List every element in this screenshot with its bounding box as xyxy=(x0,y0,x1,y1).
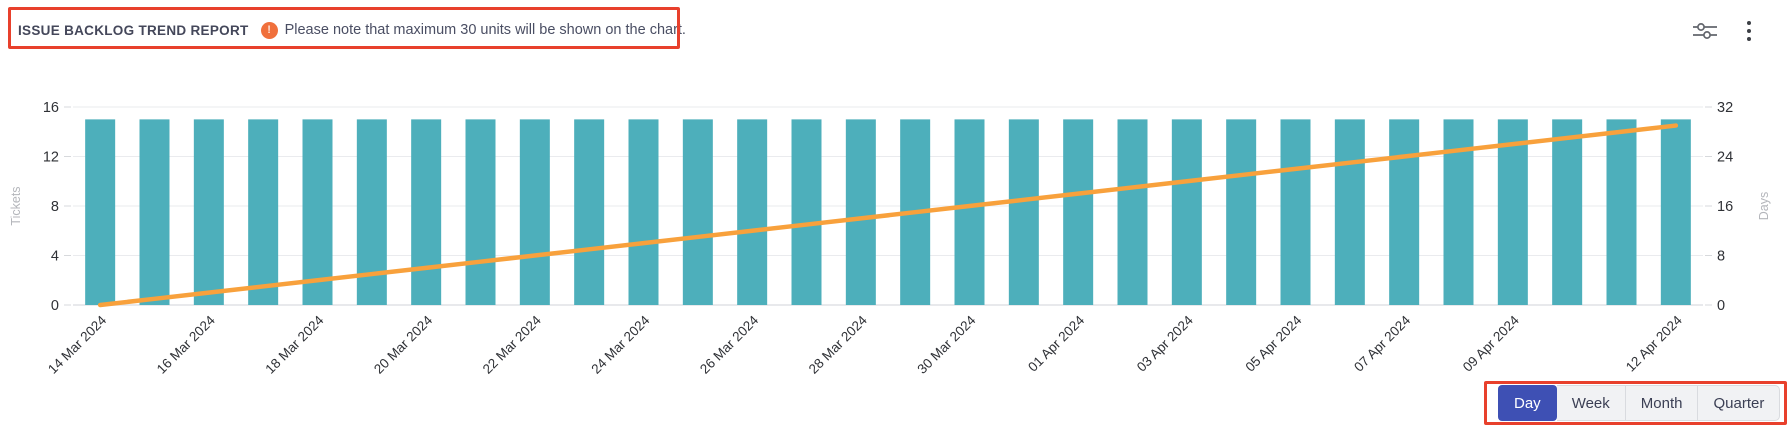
bar-28-mar-2024[interactable] xyxy=(845,119,876,305)
report-header: ISSUE BACKLOG TREND REPORT ! Please note… xyxy=(18,18,686,42)
report-title: ISSUE BACKLOG TREND REPORT xyxy=(18,22,249,38)
bar-20-mar-2024[interactable] xyxy=(411,119,442,305)
warning-icon: ! xyxy=(260,21,278,39)
granularity-quarter-button[interactable]: Quarter xyxy=(1698,385,1781,421)
filter-sliders-icon[interactable] xyxy=(1690,16,1720,46)
bar-12-apr-2024[interactable] xyxy=(1660,119,1691,305)
x-axis-tick-label: 14 Mar 2024 xyxy=(45,312,110,377)
header-actions xyxy=(1690,16,1764,46)
report-note: ! Please note that maximum 30 units will… xyxy=(260,21,686,39)
x-axis-tick-label: 03 Apr 2024 xyxy=(1134,312,1196,374)
granularity-week-button[interactable]: Week xyxy=(1556,385,1626,421)
bar-10-apr-2024[interactable] xyxy=(1552,119,1583,305)
x-axis-tick-label: 24 Mar 2024 xyxy=(588,312,653,377)
granularity-month-button[interactable]: Month xyxy=(1625,385,1699,421)
bar-26-mar-2024[interactable] xyxy=(737,119,768,305)
x-axis-tick-label: 30 Mar 2024 xyxy=(914,312,979,377)
bar-02-apr-2024[interactable] xyxy=(1117,119,1148,305)
bar-04-apr-2024[interactable] xyxy=(1226,119,1257,305)
x-axis-tick-label: 28 Mar 2024 xyxy=(806,312,871,377)
bar-07-apr-2024[interactable] xyxy=(1389,119,1420,305)
bar-06-apr-2024[interactable] xyxy=(1334,119,1365,305)
bar-31-mar-2024[interactable] xyxy=(1008,119,1039,305)
bar-24-mar-2024[interactable] xyxy=(628,119,659,305)
right-axis-tick-label: 24 xyxy=(1717,150,1733,166)
x-axis-tick-label: 01 Apr 2024 xyxy=(1025,312,1087,374)
left-axis-name: Tickets xyxy=(9,186,23,225)
left-axis-tick-label: 0 xyxy=(51,298,59,314)
left-axis-tick-label: 8 xyxy=(51,199,59,215)
bar-16-mar-2024[interactable] xyxy=(193,119,224,305)
x-axis-tick-label: 20 Mar 2024 xyxy=(371,312,436,377)
granularity-switcher: Day Week Month Quarter xyxy=(1498,385,1781,421)
bar-11-apr-2024[interactable] xyxy=(1606,119,1637,305)
x-axis-tick-label: 07 Apr 2024 xyxy=(1351,312,1413,374)
x-axis-tick-label: 22 Mar 2024 xyxy=(480,312,545,377)
bar-01-apr-2024[interactable] xyxy=(1063,119,1094,305)
bar-21-mar-2024[interactable] xyxy=(465,119,496,305)
right-axis-tick-label: 16 xyxy=(1717,199,1733,215)
trend-line[interactable] xyxy=(97,123,1679,308)
right-axis-tick-label: 8 xyxy=(1717,249,1725,265)
bar-17-mar-2024[interactable] xyxy=(248,119,279,305)
x-axis-tick-label: 16 Mar 2024 xyxy=(154,312,219,377)
x-axis-tick-label: 12 Apr 2024 xyxy=(1623,312,1685,374)
bar-05-apr-2024[interactable] xyxy=(1280,119,1311,305)
bar-18-mar-2024[interactable] xyxy=(302,119,333,305)
bar-09-apr-2024[interactable] xyxy=(1497,119,1528,305)
right-axis-name: Days xyxy=(1757,192,1771,220)
kebab-menu-icon[interactable] xyxy=(1734,16,1764,46)
left-axis-tick-label: 12 xyxy=(43,150,59,166)
bar-03-apr-2024[interactable] xyxy=(1171,119,1202,305)
bar-22-mar-2024[interactable] xyxy=(519,119,550,305)
x-axis-tick-label: 05 Apr 2024 xyxy=(1243,312,1305,374)
bar-30-mar-2024[interactable] xyxy=(954,119,985,305)
x-axis-tick-label: 26 Mar 2024 xyxy=(697,312,762,377)
bar-25-mar-2024[interactable] xyxy=(682,119,713,305)
left-axis-tick-label: 4 xyxy=(51,249,59,265)
granularity-day-button[interactable]: Day xyxy=(1498,385,1557,421)
x-axis-tick-label: 18 Mar 2024 xyxy=(262,312,327,377)
bar-23-mar-2024[interactable] xyxy=(574,119,605,305)
report-note-text: Please note that maximum 30 units will b… xyxy=(284,22,686,38)
bar-27-mar-2024[interactable] xyxy=(791,119,822,305)
right-axis-tick-label: 32 xyxy=(1717,100,1733,116)
x-axis-tick-label: 09 Apr 2024 xyxy=(1460,312,1522,374)
bar-15-mar-2024[interactable] xyxy=(139,119,170,305)
bar-14-mar-2024[interactable] xyxy=(85,119,116,305)
left-axis-tick-label: 16 xyxy=(43,100,59,116)
right-axis-tick-label: 0 xyxy=(1717,298,1725,314)
